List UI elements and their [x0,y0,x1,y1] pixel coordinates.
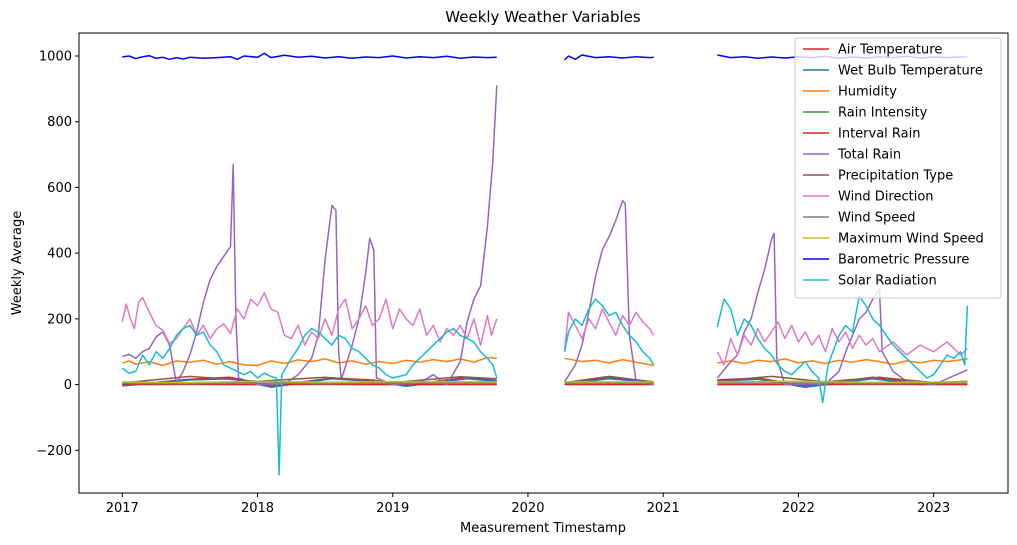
series-line [122,52,497,61]
y-tick-label: −200 [36,444,72,459]
series-line [122,375,497,384]
legend-label: Air Temperature [838,43,942,58]
legend: Air Temperature Wet Bulb Temperature Humid… [794,37,1002,299]
series-wind-speed [122,382,968,385]
x-tick-label: 2022 [782,501,815,516]
series-line [717,358,968,365]
series-line [716,321,968,366]
legend-label: Maximum Wind Speed [838,232,984,247]
series-line [717,382,968,385]
series-line [564,375,654,384]
series-line [563,199,654,386]
legend-label: Solar Radiation [838,274,937,289]
y-tick-label: 800 [47,115,72,130]
x-tick-label: 2021 [647,501,680,516]
x-axis: 2017 2018 2019 2020 2021 2022 2023 [106,493,950,516]
legend-label: Wind Direction [838,190,934,205]
x-tick-label: 2023 [917,501,950,516]
y-tick-label: 600 [47,181,72,196]
series-line [716,232,968,386]
legend-label: Interval Rain [838,127,920,142]
legend-label: Wet Bulb Temperature [838,64,983,79]
series-line [563,308,655,352]
series-line [564,357,654,367]
x-tick-label: 2017 [106,501,139,516]
legend-box [794,37,1002,299]
series-humidity [122,356,968,367]
legend-label: Humidity [838,85,897,100]
y-axis-title: Weekly Average [10,211,25,315]
series-maximum-wind-speed [122,380,968,384]
y-tick-label: 0 [64,378,72,393]
series-layer [121,52,969,476]
series-line [563,54,654,61]
chart-title: Weekly Weather Variables [445,8,641,26]
series-line [122,380,497,384]
series-wind-direction [121,291,968,366]
legend-label: Total Rain [837,148,901,163]
legend-label: Wind Speed [838,211,916,226]
plot-frame [78,32,1009,494]
x-tick-label: 2018 [241,501,274,516]
legend-label: Precipitation Type [838,169,953,184]
y-tick-label: 1000 [39,50,72,65]
series-line [716,295,969,404]
x-tick-label: 2019 [376,501,409,516]
series-line [122,356,497,367]
x-axis-title: Measurement Timestamp [460,521,626,536]
x-tick-label: 2020 [511,501,544,516]
legend-label: Barometric Pressure [838,253,969,268]
series-line [717,380,968,384]
series-line [121,324,498,476]
series-line [122,382,497,385]
legend-label: Rain Intensity [838,106,928,121]
y-tick-label: 200 [47,312,72,327]
y-axis: −200 0 200 400 600 800 1000 [36,50,79,459]
series-line [563,298,655,366]
series-solar-radiation [121,295,969,476]
y-tick-label: 400 [47,247,72,262]
